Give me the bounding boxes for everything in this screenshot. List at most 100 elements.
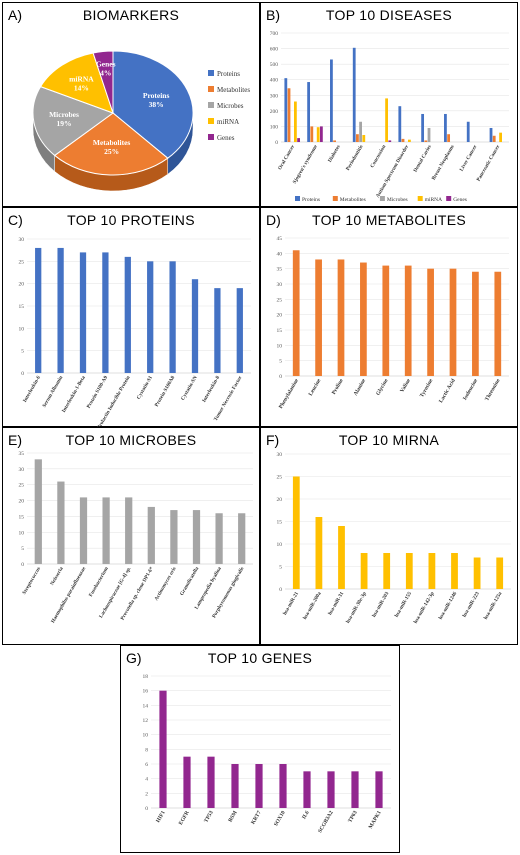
y-tick-label: 25 [277,297,283,303]
legend-swatch [208,118,214,124]
panel-e-title: TOP 10 MICROBES [65,432,197,448]
y-tick-label: 15 [277,328,283,334]
x-category-label: Dental Caries [413,144,433,173]
bar [255,764,263,808]
bar [147,506,155,564]
x-category-label: Oral Cancer [277,143,296,171]
x-category-label: Sjogren's syndrome [292,143,319,185]
panel-microbes: E) TOP 10 MICROBES 0 5 10 15 20 25 30 35 Strepto… [2,427,260,645]
x-category-label: Cystatin-SN [180,375,199,402]
panel-e-letter: E) [8,432,22,448]
y-tick-label: 10 [143,733,149,739]
legend-label: Microbes [387,197,408,203]
pie-slice-metabolites [53,112,169,176]
pie-slice-label: miRNA 14% [69,74,94,92]
bar [79,252,87,373]
y-tick-label: 6 [145,762,148,768]
legend-swatch [417,196,423,201]
x-category-label: hsa-miR-223 [462,591,482,619]
bar [231,764,239,808]
y-tick-label: 0 [279,587,282,593]
x-category-label: hsa-miR-203 [371,591,391,619]
x-category-label: Valine [399,378,412,394]
bar-microbes [359,121,362,142]
y-tick-label: 300 [270,93,279,99]
x-category-label: HIF1 [155,810,167,824]
bar [337,259,345,376]
bar [170,510,178,564]
x-category-label: Phenylalanine [278,378,300,410]
bar [125,497,133,564]
y-tick-label: 45 [277,236,283,242]
bar-proteins [421,113,425,142]
x-category-label: TP63 [347,810,359,824]
y-tick-label: 5 [279,565,282,571]
y-tick-label: 20 [277,497,283,503]
x-category-label: hsa-miR-125a [483,591,504,621]
bar [428,553,436,589]
x-category-label: Interleukin-1-Beta [61,375,87,414]
x-category-label: SOX10 [273,810,287,828]
x-category-label: Isoleucine [462,378,479,402]
bar [102,497,110,564]
bar [236,288,243,373]
y-tick-label: 20 [277,313,283,319]
bar-proteins [284,78,288,142]
bar [159,690,167,808]
legend-label: miRNA [425,197,442,203]
x-category-label: Pancreatic Cancer [476,143,502,182]
bar [292,476,300,589]
x-category-label: MAPK1 [368,810,383,830]
bar [383,553,391,589]
x-category-label: KRT7 [250,810,263,826]
bar [360,262,367,376]
y-tick-label: 35 [277,267,283,273]
y-tick-label: 18 [143,674,149,680]
x-category-label: Streptococcus [21,566,42,596]
pie-slice-proteins [112,50,194,159]
x-category-label: hsa-miR-21 [282,591,300,617]
y-tick-label: 15 [19,514,25,520]
genes-bar-chart: 0 2 4 6 8 10 12 14 16 18 HIF1 EGFR TP53 BSM KRT7 SOX10 I… [143,674,391,834]
y-tick-label: 2 [145,791,148,797]
legend-swatch [332,196,338,201]
legend-swatch [295,196,300,201]
bar [360,553,368,589]
bar [375,771,383,808]
pie-slice-label: Microbes 19% [49,110,79,128]
x-category-label: Serum Albumin [41,375,64,409]
x-category-label: Breast Neoplasms [431,144,456,181]
bar-microbes [427,127,431,142]
panel-genes: G) TOP 10 GENES 0 2 4 6 8 10 12 14 16 18 HIF1 EGFR T… [120,645,400,853]
legend-swatch [446,196,452,201]
bar-mirna [293,101,297,142]
legend-label: Proteins [217,70,240,78]
metabolites-bar-chart: 0 5 10 15 20 25 30 35 40 45 Phenylalanine Leucine Pr… [277,236,509,410]
bar-metabolites [310,126,314,142]
bar-metabolites [447,134,451,142]
bar [102,252,109,373]
y-tick-label: 30 [277,282,283,288]
y-tick-label: 20 [19,499,25,505]
bar-metabolites [424,140,428,142]
bar [405,553,413,589]
y-tick-label: 40 [277,251,283,257]
bar [207,756,215,808]
y-tick-label: 0 [21,371,24,377]
panel-biomarkers: A) BIOMARKERS Proteins 38% Metabolites 25% M… [2,2,260,207]
bar [315,259,322,376]
pie-slice-microbes [32,85,115,157]
y-tick-label: 10 [277,542,283,548]
panel-mirna: F) TOP 10 MIRNA 0 5 10 15 20 25 30 hsa-miR-21 hs… [260,427,518,645]
y-tick-label: 0 [275,140,278,146]
panel-metabolites: D) TOP 10 METABOLITES 0 5 10 15 20 25 30 35 40 45… [260,207,518,427]
bar [303,771,311,808]
y-tick-label: 25 [277,475,283,481]
x-category-label: Glycine [375,378,389,397]
pie-slice-mirna [39,52,114,114]
x-category-label: Leucine [308,378,323,398]
bar [214,288,221,373]
legend-label: Metabolites [340,197,366,203]
legend-label: Genes [217,134,235,142]
x-category-label: EGFR [178,809,191,826]
